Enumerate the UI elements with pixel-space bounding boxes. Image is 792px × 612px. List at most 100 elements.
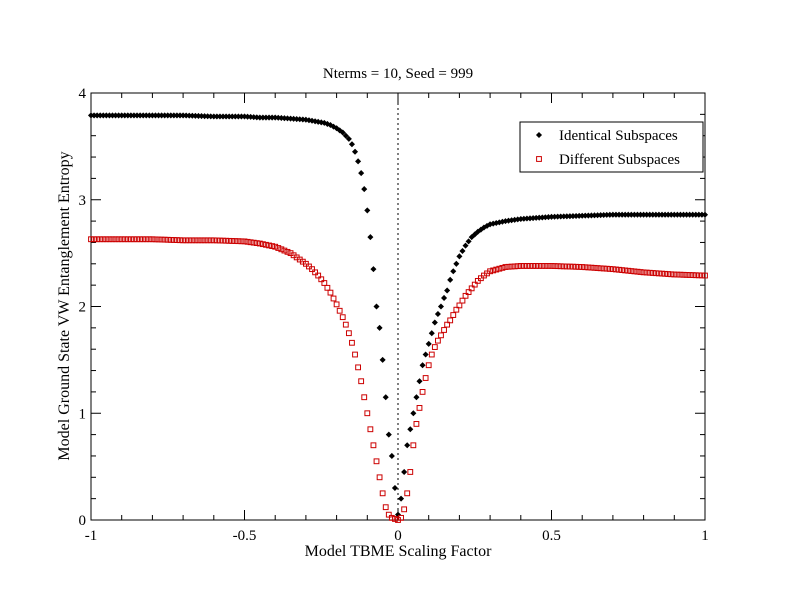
data-point [652,270,659,277]
data-point [539,263,546,269]
data-point [468,285,475,292]
data-point [668,271,675,278]
data-point [505,263,512,270]
data-point [143,236,150,243]
data-point [413,394,420,401]
data-point [520,263,527,269]
data-point [345,330,352,337]
data-point [103,236,110,243]
data-point [134,236,140,243]
data-point [545,263,552,269]
data-point [530,263,536,269]
data-point [444,321,451,328]
data-point [355,158,362,165]
data-point [180,237,186,244]
data-point [692,272,699,279]
data-point [260,241,266,248]
data-point [582,264,589,271]
data-point [597,265,604,272]
data-point [656,270,662,277]
data-point [471,231,478,238]
data-point [450,268,457,275]
data-point [398,495,405,502]
data-point [385,511,392,518]
series-different-subspaces [88,236,708,523]
data-point [508,263,515,270]
legend-item: Identical Subspaces [535,128,678,144]
data-point [404,442,411,449]
data-point [431,319,438,326]
data-point [210,237,217,244]
data-point [278,246,285,253]
data-point [370,266,377,273]
data-point [465,238,472,245]
data-point [702,272,708,279]
data-point [106,236,113,243]
legend-label: Identical Subspaces [559,128,678,144]
data-point [327,289,334,296]
data-point [109,236,116,243]
data-point [671,271,678,278]
data-point [146,236,153,243]
data-point [689,272,696,279]
data-point [610,266,616,273]
data-point [591,264,598,271]
data-point [444,287,451,294]
data-point [398,514,404,521]
legend-box [519,121,704,173]
data-point [533,263,540,269]
data-point [542,263,549,269]
legend-label: Different Subspaces [559,152,680,168]
data-point [613,266,619,273]
data-point [560,263,567,270]
data-point [622,267,629,274]
data-point [367,426,374,433]
data-point [155,236,162,243]
data-point [459,247,466,255]
data-point [128,236,134,243]
data-point [453,306,460,313]
data-point [152,236,159,243]
y-tick-label: 0 [79,513,87,529]
data-point [241,238,248,245]
data-point [370,442,377,449]
data-point [342,132,349,139]
data-point [177,237,183,244]
data-point [422,375,429,381]
data-point [643,269,650,276]
data-point [576,263,583,270]
data-point [425,362,432,369]
legend-item: Different Subspaces [536,152,680,168]
x-tick-label: 1 [701,528,709,544]
data-point [253,240,260,246]
data-point [588,264,595,271]
data-point [164,236,171,243]
y-tick-label: 3 [79,193,87,209]
data-point [161,236,168,243]
data-point [351,148,359,155]
tick-labels: -1 -0.5 0 0.5 1 0 1 2 3 4 [79,86,709,544]
data-point [88,236,94,243]
data-point [342,321,349,328]
data-point [339,129,346,136]
data-point [198,237,205,244]
data-point [232,238,239,244]
data-point [275,245,282,251]
data-point [121,236,128,243]
data-point [640,269,647,276]
data-point [312,269,319,276]
data-point [315,272,322,279]
data-point [453,260,460,267]
data-point [272,243,279,250]
data-point [637,269,644,275]
data-point [447,317,454,324]
data-point [404,490,411,497]
data-point [563,263,570,270]
data-point [536,263,543,269]
data-point [330,295,337,302]
data-point [201,237,208,244]
data-point [358,170,365,177]
data-point [487,268,494,275]
data-point [619,267,626,273]
